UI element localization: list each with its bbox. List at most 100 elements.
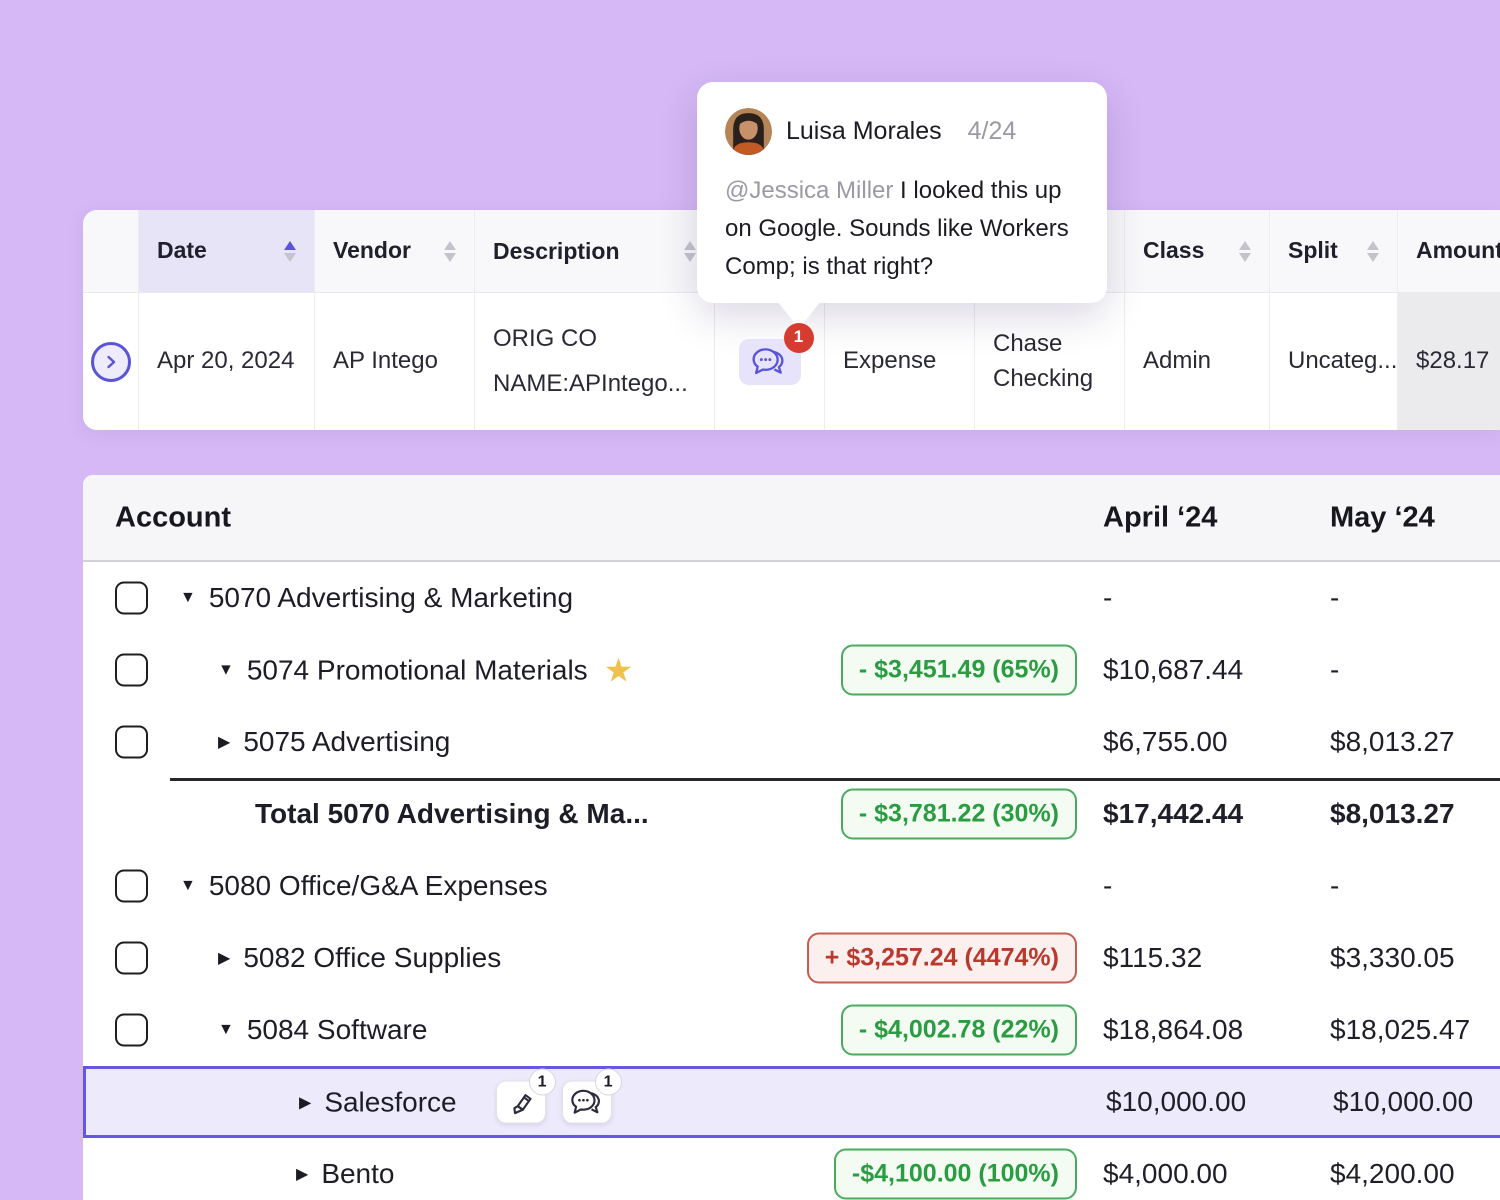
comment-count-badge: 1 (594, 1068, 622, 1096)
comment-button[interactable]: 1 (561, 1068, 622, 1124)
variance-badge: + $3,257.24 (4474%) (806, 932, 1077, 984)
row-checkbox[interactable] (115, 725, 148, 759)
star-icon[interactable]: ★ (603, 651, 634, 689)
account-name: 5082 Office Supplies (243, 942, 502, 973)
expander-column-header (83, 210, 139, 293)
total-row-5070: Total 5070 Advertising & Ma... - $3,781.… (83, 778, 1500, 850)
vendor-cell: AP Intego (315, 293, 475, 430)
column-header-amount[interactable]: Amount (1398, 210, 1500, 293)
highlight-count-badge: 1 (528, 1068, 556, 1096)
may-value: $18,025.47 (1330, 1014, 1471, 1045)
account-row-5075[interactable]: ▶ 5075 Advertising $6,755.00 $8,013.27 (83, 706, 1500, 778)
account-row-bento[interactable]: ▶ Bento -$4,100.00 (100%) $4,000.00 $4,2… (83, 1138, 1500, 1200)
row-checkbox[interactable] (115, 653, 148, 687)
comment-cell: 1 (715, 293, 825, 430)
account-name: 5075 Advertising (243, 726, 451, 757)
accounts-header-row: Account April ‘24 May ‘24 (83, 475, 1500, 562)
account-row-5080[interactable]: ▼ 5080 Office/G&A Expenses - - (83, 850, 1500, 922)
expand-arrow-icon[interactable]: ▶ (218, 734, 231, 751)
accounts-table: Account April ‘24 May ‘24 ▼ 5070 Adverti… (83, 475, 1500, 1200)
collapse-arrow-icon[interactable]: ▼ (180, 589, 196, 606)
expand-arrow-icon[interactable]: ▶ (299, 1094, 312, 1111)
column-label-description: Description (493, 237, 620, 264)
sort-icon[interactable] (1367, 240, 1379, 262)
amount-cell: $28.17 (1398, 293, 1500, 430)
sort-icon[interactable] (284, 240, 296, 262)
column-header-class[interactable]: Class (1125, 210, 1270, 293)
account-row-salesforce[interactable]: ▶ Salesforce 1 (83, 1066, 1500, 1138)
split-cell: Uncateg... (1270, 293, 1398, 430)
column-header-date[interactable]: Date (139, 210, 315, 293)
variance-badge: - $3,451.49 (65%) (840, 644, 1077, 696)
row-checkbox[interactable] (115, 869, 148, 903)
expand-arrow-icon[interactable]: ▶ (296, 1166, 309, 1183)
avatar-photo (725, 108, 772, 155)
chevron-right-icon (106, 355, 115, 368)
may-value: $4,200.00 (1330, 1158, 1455, 1189)
column-header-vendor[interactable]: Vendor (315, 210, 475, 293)
column-label-date: Date (157, 237, 207, 264)
column-header-description[interactable]: Description (475, 210, 715, 293)
variance-badge: - $3,781.22 (30%) (840, 788, 1077, 840)
column-label-class: Class (1143, 237, 1205, 264)
collapse-arrow-icon[interactable]: ▼ (218, 661, 234, 678)
april-value: $115.32 (1103, 942, 1203, 973)
total-label: Total 5070 Advertising & Ma... (255, 798, 649, 829)
chat-bubbles-icon (570, 1089, 600, 1114)
comment-button[interactable]: 1 (738, 322, 814, 385)
comment-text: @Jessica Miller I looked this up on Goog… (725, 172, 1093, 286)
april-value: - (1103, 870, 1113, 901)
row-checkbox[interactable] (115, 941, 148, 975)
april-value: $18,864.08 (1103, 1014, 1244, 1045)
highlight-button[interactable]: 1 (495, 1068, 556, 1124)
highlighter-icon (513, 1094, 532, 1115)
may-value: - (1330, 582, 1340, 613)
may-value: - (1330, 654, 1340, 685)
account-row-5082[interactable]: ▶ 5082 Office Supplies + $3,257.24 (4474… (83, 922, 1500, 994)
may-value: $8,013.27 (1330, 726, 1455, 757)
avatar (725, 108, 772, 155)
variance-badge: - $4,002.78 (22%) (840, 1004, 1077, 1056)
column-header-split[interactable]: Split (1270, 210, 1398, 293)
date-cell: Apr 20, 2024 (139, 293, 315, 430)
april-column-header: April ‘24 (1103, 501, 1218, 533)
account-name: 5074 Promotional Materials (246, 654, 588, 685)
variance-badge: -$4,100.00 (100%) (833, 1148, 1077, 1200)
sort-icon[interactable] (444, 240, 456, 262)
april-value: $17,442.44 (1103, 798, 1244, 829)
account-row-5084[interactable]: ▼ 5084 Software - $4,002.78 (22%) $18,86… (83, 994, 1500, 1066)
account-row-5074[interactable]: ▼ 5074 Promotional Materials ★ - $3,451.… (83, 634, 1500, 706)
april-value: $10,687.44 (1103, 654, 1244, 685)
comment-message: I looked this up on Google. Sounds like … (725, 177, 1069, 280)
may-value: $3,330.05 (1330, 942, 1455, 973)
row-checkbox[interactable] (115, 1013, 148, 1047)
comment-date: 4/24 (967, 117, 1017, 145)
collapse-arrow-icon[interactable]: ▼ (180, 877, 196, 894)
comment-count-badge: 1 (783, 322, 814, 353)
description-cell: ORIG CO NAME:APIntego... (475, 293, 715, 430)
row-checkbox[interactable] (115, 581, 148, 615)
april-value: $6,755.00 (1103, 726, 1228, 757)
account-row-5070[interactable]: ▼ 5070 Advertising & Marketing - - (83, 562, 1500, 634)
account-cell: Chase Checking (975, 293, 1125, 430)
collapse-arrow-icon[interactable]: ▼ (218, 1021, 234, 1038)
expand-row-button[interactable] (90, 341, 131, 382)
account-name: Salesforce (324, 1086, 457, 1117)
mention-link[interactable]: @Jessica Miller (725, 177, 894, 204)
expand-arrow-icon[interactable]: ▶ (218, 950, 231, 967)
comment-header: Luisa Morales 4/24 (725, 108, 1079, 155)
comment-author: Luisa Morales (786, 117, 942, 145)
may-column-header: May ‘24 (1330, 501, 1435, 533)
april-value: $4,000.00 (1103, 1158, 1228, 1189)
april-value: - (1103, 582, 1113, 613)
comment-popover: Luisa Morales 4/24 @Jessica Miller I loo… (697, 82, 1107, 329)
chat-bubbles-icon (752, 348, 784, 375)
sort-icon[interactable] (684, 240, 696, 262)
may-value: - (1330, 870, 1340, 901)
may-value: $8,013.27 (1330, 798, 1455, 829)
sort-icon[interactable] (1239, 240, 1251, 262)
column-label-amount: Amount (1416, 237, 1500, 264)
account-name: Bento (321, 1158, 395, 1189)
column-label-vendor: Vendor (333, 237, 411, 264)
column-label-split: Split (1288, 237, 1338, 264)
